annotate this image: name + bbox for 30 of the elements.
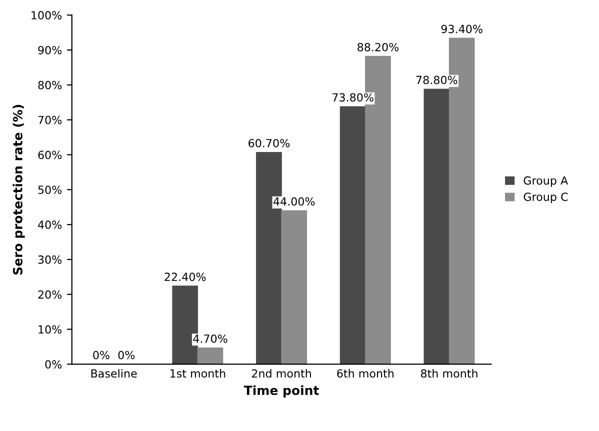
data-label: 60.70% xyxy=(248,138,290,148)
x-tick-label: 6th month xyxy=(337,369,394,378)
x-axis-title: Time point xyxy=(244,385,319,398)
x-tick-label: Baseline xyxy=(91,369,137,378)
y-tick-label: 20% xyxy=(38,290,62,299)
data-label: 44.00% xyxy=(273,197,315,206)
y-tick-label: 40% xyxy=(38,220,62,229)
data-label: 0% xyxy=(93,350,110,360)
data-label: 0% xyxy=(118,350,135,360)
y-tick-label: 80% xyxy=(38,80,62,90)
y-tick-label: 90% xyxy=(38,46,62,54)
data-label: 4.70% xyxy=(193,334,228,343)
y-tick-label: 50% xyxy=(38,186,62,194)
x-tick-label: 2nd month xyxy=(252,369,311,378)
x-tick-label: 8th month xyxy=(420,369,478,378)
data-label: 93.40% xyxy=(441,24,482,34)
y-tick-label: 100% xyxy=(32,11,62,20)
data-label: 78.80% xyxy=(416,76,458,84)
x-tick-label: 1st month xyxy=(170,369,226,378)
legend-label: Group A xyxy=(524,176,568,187)
data-label: 73.80% xyxy=(332,93,374,102)
data-label: 22.40% xyxy=(164,272,206,282)
data-label: 88.20% xyxy=(358,42,399,52)
y-tick-label: 70% xyxy=(38,116,62,124)
legend-label: Group C xyxy=(524,192,568,204)
y-tick-label: 60% xyxy=(38,150,62,160)
y-axis-title: Sero protection rate (%) xyxy=(12,104,25,275)
y-tick-label: 30% xyxy=(38,255,62,264)
y-tick-label: 0% xyxy=(45,360,62,369)
y-tick-label: 10% xyxy=(38,325,62,334)
